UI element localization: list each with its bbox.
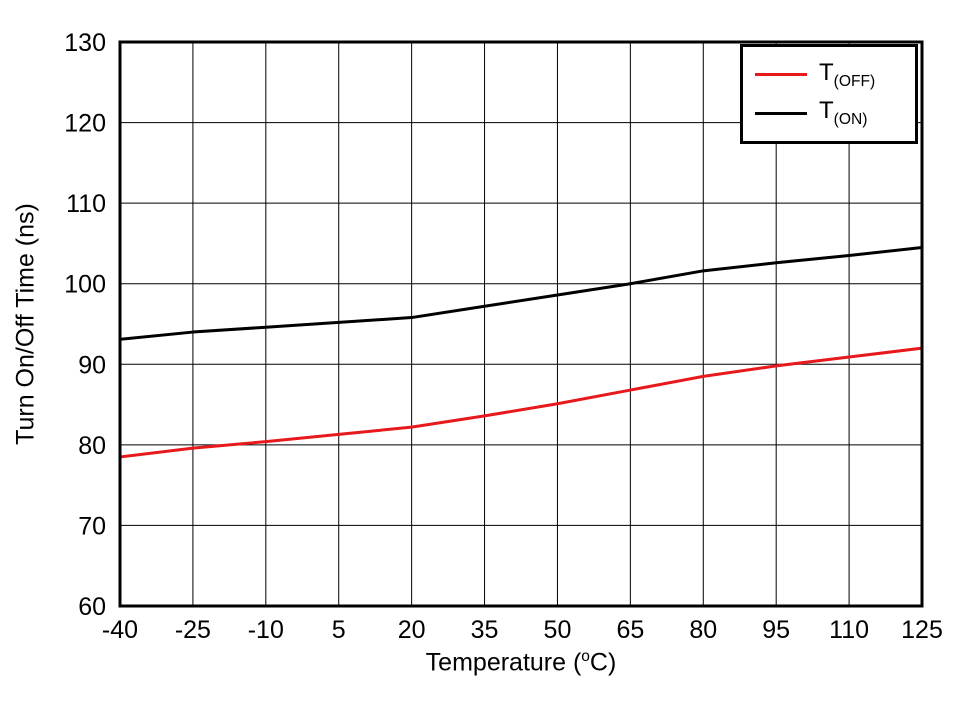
x-tick-label: 5 bbox=[332, 616, 346, 644]
y-tick-label: 120 bbox=[64, 110, 106, 138]
y-tick-label: 130 bbox=[64, 29, 106, 57]
x-tick-label: -40 bbox=[102, 616, 138, 644]
x-axis-label-prefix: Temperature ( bbox=[425, 648, 582, 677]
x-tick-label: -10 bbox=[248, 616, 284, 644]
legend: T(OFF) T(ON) bbox=[740, 44, 918, 144]
legend-entry-toff: T(OFF) bbox=[755, 58, 915, 90]
legend-entry-ton: T(ON) bbox=[755, 96, 915, 128]
legend-swatch-toff bbox=[755, 73, 807, 77]
y-tick-label: 60 bbox=[78, 593, 106, 621]
x-axis-label-suffix: C) bbox=[589, 648, 617, 677]
series-line-ton bbox=[118, 245, 924, 341]
y-tick-label: 110 bbox=[66, 190, 106, 218]
tick-layer: -40 -25 -10 5 20 35 50 65 80 95 110 125 60 70 80 90 100 1… bbox=[64, 29, 943, 644]
series-layer bbox=[118, 245, 924, 459]
x-tick-label: 20 bbox=[398, 616, 426, 644]
x-tick-label: 65 bbox=[616, 616, 644, 644]
y-tick-label: 70 bbox=[78, 512, 106, 540]
legend-label-toff: T(OFF) bbox=[819, 58, 876, 90]
series-line-toff bbox=[118, 346, 924, 459]
x-tick-label: 95 bbox=[762, 616, 790, 644]
legend-label-ton: T(ON) bbox=[819, 96, 868, 128]
x-axis-label-degree: o bbox=[581, 648, 590, 665]
x-tick-label: 35 bbox=[471, 616, 499, 644]
y-axis-label: Turn On/Off Time (ns) bbox=[11, 203, 40, 445]
y-tick-label: 80 bbox=[78, 432, 106, 460]
x-tick-label: -25 bbox=[175, 616, 211, 644]
x-tick-label: 80 bbox=[689, 616, 717, 644]
legend-swatch-ton bbox=[755, 111, 807, 115]
y-tick-label: 90 bbox=[78, 351, 106, 379]
plot-border bbox=[118, 40, 924, 608]
x-axis-label: Temperature (oC) bbox=[426, 648, 617, 677]
x-tick-label: 125 bbox=[901, 616, 943, 644]
x-tick-label: 50 bbox=[544, 616, 572, 644]
plot-border-rect bbox=[118, 40, 924, 608]
y-tick-label: 100 bbox=[64, 271, 106, 299]
x-tick-label: 110 bbox=[829, 616, 869, 644]
